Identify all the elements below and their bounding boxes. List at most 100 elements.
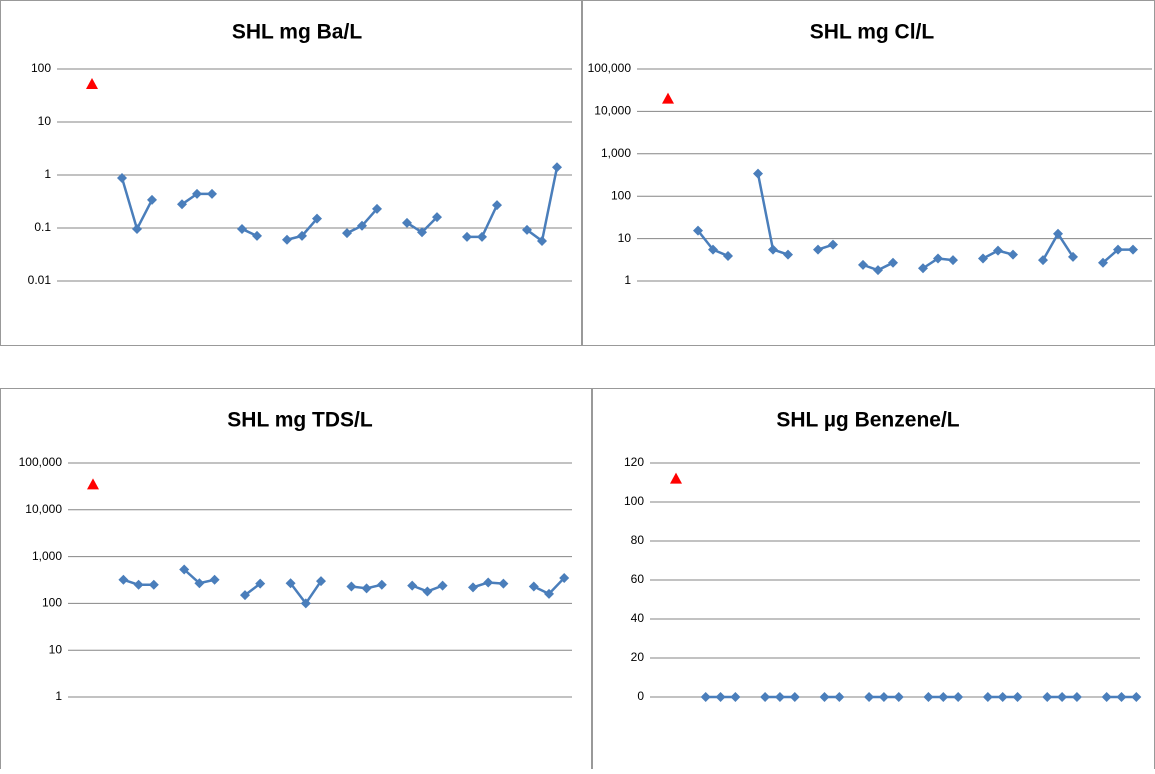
diamond-marker bbox=[1131, 692, 1142, 702]
diamond-marker bbox=[297, 230, 307, 241]
diamond-marker bbox=[209, 574, 220, 585]
diamond-marker bbox=[873, 265, 883, 276]
diamond-marker bbox=[789, 692, 800, 702]
diamond-marker bbox=[346, 581, 357, 592]
diamond-marker bbox=[468, 582, 478, 593]
diamond-marker bbox=[1098, 257, 1108, 268]
triangle-marker bbox=[662, 92, 674, 104]
diamond-marker bbox=[834, 692, 845, 702]
y-tick-label: 100,000 bbox=[588, 61, 632, 75]
y-tick-label: 1,000 bbox=[601, 146, 631, 160]
series-line bbox=[120, 167, 559, 243]
diamond-marker bbox=[407, 580, 418, 591]
diamond-marker bbox=[432, 212, 442, 223]
y-tick-label: 20 bbox=[631, 650, 645, 664]
panel-frame bbox=[0, 0, 582, 346]
diamond-marker bbox=[1128, 244, 1138, 255]
y-tick-label: 100 bbox=[42, 596, 62, 610]
diamond-marker bbox=[760, 692, 771, 702]
diamond-marker bbox=[147, 194, 157, 205]
diamond-marker bbox=[933, 253, 943, 264]
diamond-marker bbox=[492, 200, 502, 211]
diamond-marker bbox=[422, 586, 433, 597]
diamond-marker bbox=[357, 220, 367, 231]
triangle-marker bbox=[670, 472, 682, 484]
y-tick-label: 40 bbox=[631, 611, 645, 625]
diamond-marker bbox=[700, 692, 711, 702]
diamond-marker bbox=[1057, 692, 1068, 702]
diamond-marker bbox=[462, 231, 472, 242]
y-tick-label: 0.1 bbox=[34, 220, 51, 234]
diamond-marker bbox=[715, 692, 726, 702]
series-line bbox=[123, 568, 566, 605]
diamond-marker bbox=[828, 239, 838, 250]
diamond-marker bbox=[483, 577, 494, 588]
diamond-marker bbox=[133, 579, 144, 590]
diamond-marker bbox=[177, 199, 187, 210]
y-tick-label: 10,000 bbox=[594, 104, 631, 118]
diamond-marker bbox=[819, 692, 830, 702]
diamond-marker bbox=[938, 692, 949, 702]
diamond-marker bbox=[723, 250, 733, 261]
diamond-marker bbox=[207, 188, 217, 199]
diamond-marker bbox=[878, 692, 889, 702]
diamond-marker bbox=[923, 692, 934, 702]
diamond-marker bbox=[316, 576, 326, 587]
diamond-marker bbox=[282, 234, 292, 245]
chart-title: SHL mg Cl/L bbox=[810, 21, 935, 44]
diamond-marker bbox=[498, 578, 509, 589]
diamond-marker bbox=[312, 213, 322, 224]
diamond-marker bbox=[708, 244, 718, 255]
diamond-marker bbox=[132, 223, 142, 234]
diamond-marker bbox=[285, 578, 296, 589]
diamond-marker bbox=[993, 245, 1003, 256]
y-tick-label: 100 bbox=[624, 494, 644, 508]
diamond-marker bbox=[300, 598, 311, 609]
diamond-marker bbox=[192, 188, 202, 199]
diamond-marker bbox=[361, 583, 372, 594]
diamond-marker bbox=[783, 249, 793, 260]
panel-frame bbox=[0, 388, 592, 774]
diamond-marker bbox=[117, 172, 127, 183]
diamond-marker bbox=[376, 579, 387, 590]
diamond-marker bbox=[528, 581, 539, 592]
y-tick-label: 100 bbox=[611, 188, 631, 202]
y-tick-label: 120 bbox=[624, 455, 644, 469]
diamond-marker bbox=[1116, 692, 1127, 702]
diamond-marker bbox=[1068, 251, 1078, 262]
diamond-marker bbox=[179, 564, 190, 575]
y-tick-label: 1,000 bbox=[32, 549, 62, 563]
diamond-marker bbox=[1008, 249, 1018, 260]
panel-frame bbox=[582, 0, 1155, 346]
diamond-marker bbox=[544, 588, 554, 599]
diamond-marker bbox=[255, 578, 266, 589]
y-tick-label: 10 bbox=[38, 114, 52, 128]
diamond-marker bbox=[240, 590, 250, 601]
diamond-marker bbox=[417, 227, 427, 238]
diamond-marker bbox=[1042, 692, 1053, 702]
diamond-marker bbox=[893, 692, 904, 702]
diamond-marker bbox=[1038, 255, 1048, 266]
diamond-marker bbox=[1053, 228, 1063, 239]
diamond-marker bbox=[552, 162, 562, 173]
diamond-marker bbox=[997, 692, 1008, 702]
chart-title: SHL mg Ba/L bbox=[232, 21, 362, 44]
chart-title: SHL µg Benzene/L bbox=[776, 409, 959, 432]
y-tick-label: 10 bbox=[618, 231, 632, 245]
diamond-marker bbox=[252, 230, 262, 241]
diamond-marker bbox=[372, 203, 382, 214]
y-tick-label: 60 bbox=[631, 572, 645, 586]
y-tick-label: 10 bbox=[49, 642, 63, 656]
diamond-marker bbox=[437, 580, 448, 591]
diamond-marker bbox=[888, 257, 898, 268]
diamond-marker bbox=[237, 223, 247, 234]
y-tick-label: 1 bbox=[55, 689, 62, 703]
diamond-marker bbox=[774, 692, 785, 702]
diamond-marker bbox=[522, 224, 532, 235]
triangle-marker bbox=[86, 78, 98, 90]
diamond-marker bbox=[1101, 692, 1112, 702]
series-line bbox=[697, 173, 1133, 272]
y-tick-label: 100 bbox=[31, 61, 51, 75]
diamond-marker bbox=[1012, 692, 1023, 702]
